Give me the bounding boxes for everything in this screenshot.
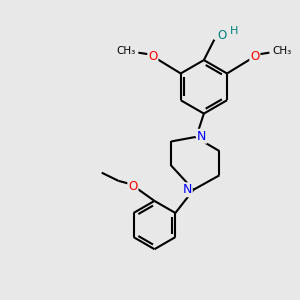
Text: O: O xyxy=(250,50,260,63)
Text: CH₃: CH₃ xyxy=(272,46,291,56)
Text: O: O xyxy=(148,50,158,63)
Text: N: N xyxy=(182,183,192,196)
Text: H: H xyxy=(230,26,238,37)
Text: O: O xyxy=(218,29,227,42)
Text: N: N xyxy=(197,130,206,143)
Text: CH₃: CH₃ xyxy=(116,46,136,56)
Text: O: O xyxy=(128,179,137,193)
